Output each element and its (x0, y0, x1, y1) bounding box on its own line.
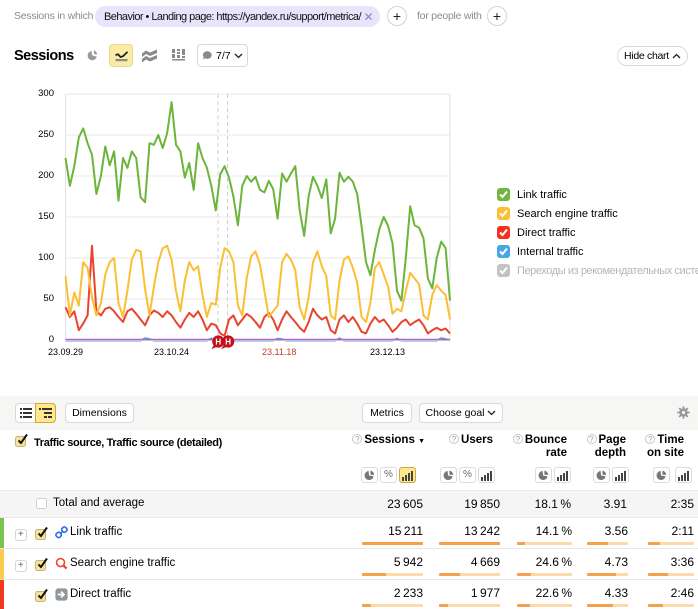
svg-text:H: H (225, 338, 231, 347)
svg-text:H: H (215, 338, 221, 347)
